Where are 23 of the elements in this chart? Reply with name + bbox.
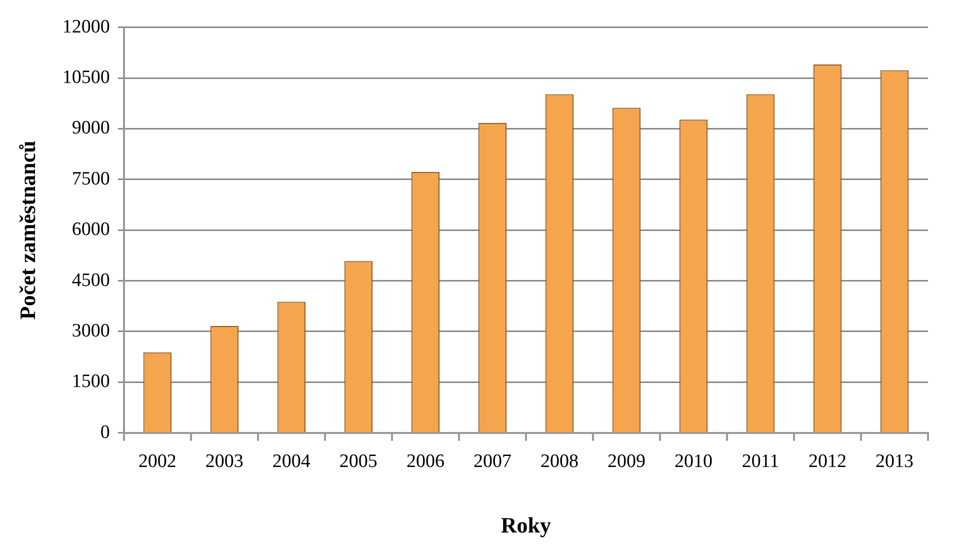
y-tick-label: 6000 [72, 219, 110, 240]
y-tick-label: 12000 [62, 16, 110, 38]
y-axis-title: Počet zaměstnanců [14, 140, 40, 320]
x-tick-label: 2004 [272, 451, 311, 472]
y-tick-label: 1500 [72, 371, 110, 392]
x-tick-label: 2003 [205, 451, 244, 472]
y-tick-label: 9000 [72, 118, 110, 139]
y-tick-label: 0 [100, 422, 110, 443]
x-tick-label: 2009 [607, 451, 646, 472]
x-tick-label: 2007 [473, 451, 512, 472]
y-tick-label: 3000 [72, 320, 110, 342]
y-tick-label: 10500 [62, 67, 110, 88]
x-tick-label: 2002 [138, 451, 176, 472]
x-tick-label: 2012 [808, 451, 846, 472]
x-tick-label: 2011 [742, 451, 780, 472]
x-axis-title: Roky [500, 512, 552, 538]
y-tick-label: 4500 [72, 270, 110, 291]
y-tick-label: 7500 [72, 168, 110, 190]
x-tick-label: 2013 [875, 451, 914, 472]
x-tick-label: 2008 [540, 451, 578, 472]
x-tick-label: 2006 [406, 451, 444, 472]
x-tick-label: 2010 [674, 451, 712, 472]
x-tick-label: 2005 [339, 451, 378, 472]
